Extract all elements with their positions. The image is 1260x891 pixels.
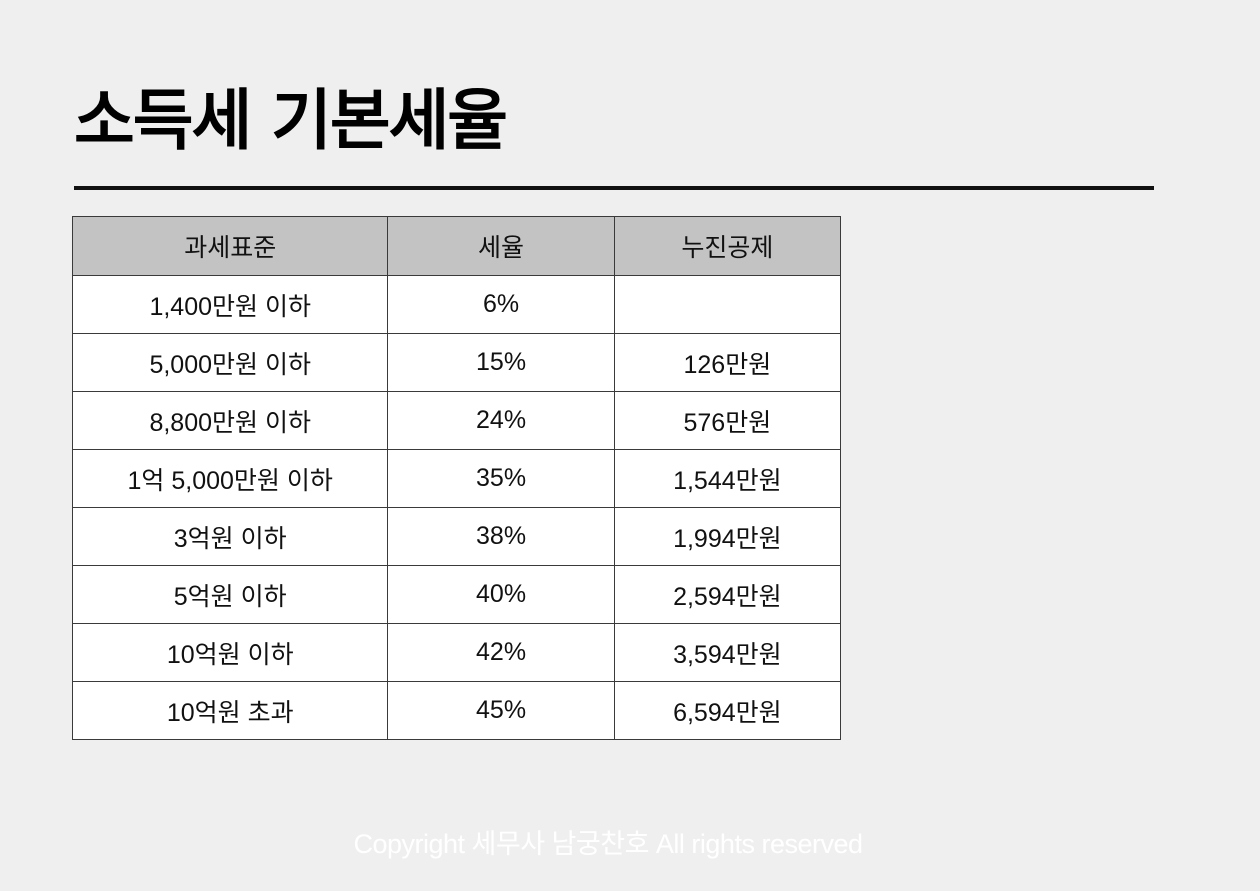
- tax-rate-cell: 15%: [387, 333, 615, 392]
- deduction-cell: [613, 275, 842, 334]
- tax-base-cell: 3억원 이하: [71, 507, 389, 566]
- table-row: 3억원 이하 38% 1,994만원: [71, 507, 842, 566]
- table-row: 5,000만원 이하 15% 126만원: [71, 333, 842, 392]
- column-header-progressive-deduction: 누진공제: [613, 216, 842, 276]
- tax-rate-cell: 35%: [387, 449, 615, 508]
- column-header-tax-base: 과세표준: [71, 216, 389, 276]
- tax-base-cell: 1억 5,000만원 이하: [71, 449, 389, 508]
- deduction-cell: 1,994만원: [613, 507, 842, 566]
- tax-rate-cell: 24%: [387, 391, 615, 450]
- table-row: 5억원 이하 40% 2,594만원: [71, 565, 842, 624]
- tax-rate-cell: 45%: [387, 681, 615, 740]
- tax-rate-cell: 38%: [387, 507, 615, 566]
- tax-base-cell: 5,000만원 이하: [71, 333, 389, 392]
- table-header-row: 과세표준 세율 누진공제: [71, 216, 842, 276]
- tax-rate-cell: 6%: [387, 275, 615, 334]
- page-title: 소득세 기본세율: [74, 82, 508, 159]
- table-row: 1억 5,000만원 이하 35% 1,544만원: [71, 449, 842, 508]
- table-row: 10억원 초과 45% 6,594만원: [71, 681, 842, 740]
- tax-rate-cell: 40%: [387, 565, 615, 624]
- deduction-cell: 576만원: [613, 391, 842, 450]
- deduction-cell: 1,544만원: [613, 449, 842, 508]
- deduction-cell: 6,594만원: [613, 681, 842, 740]
- tax-rate-cell: 42%: [387, 623, 615, 682]
- tax-rate-table: 과세표준 세율 누진공제 1,400만원 이하 6% 5,000만원 이하 15…: [71, 216, 842, 740]
- table-row: 1,400만원 이하 6%: [71, 275, 842, 334]
- tax-base-cell: 5억원 이하: [71, 565, 389, 624]
- tax-base-cell: 10억원 초과: [71, 681, 389, 740]
- copyright-notice: Copyright 세무사 남궁찬호 All rights reserved: [353, 829, 863, 859]
- tax-base-cell: 10억원 이하: [71, 623, 389, 682]
- title-divider: [74, 186, 1154, 190]
- table-row: 8,800만원 이하 24% 576만원: [71, 391, 842, 450]
- column-header-tax-rate: 세율: [387, 216, 615, 276]
- tax-base-cell: 8,800만원 이하: [71, 391, 389, 450]
- table-row: 10억원 이하 42% 3,594만원: [71, 623, 842, 682]
- deduction-cell: 126만원: [613, 333, 842, 392]
- deduction-cell: 2,594만원: [613, 565, 842, 624]
- tax-base-cell: 1,400만원 이하: [71, 275, 389, 334]
- deduction-cell: 3,594만원: [613, 623, 842, 682]
